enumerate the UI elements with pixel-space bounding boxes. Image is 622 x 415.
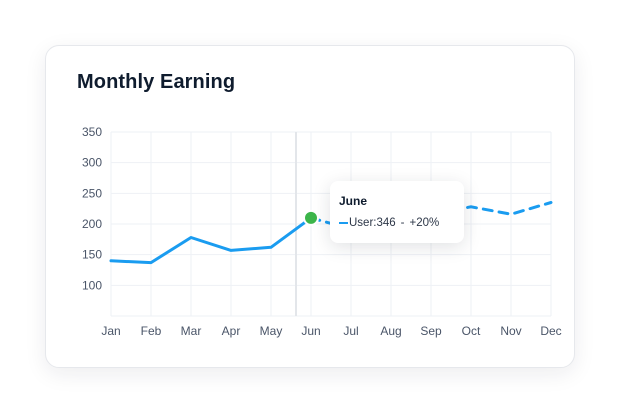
y-tick-label: 100 [82, 278, 102, 292]
x-tick-label: Dec [540, 324, 561, 338]
x-tick-label: Jan [101, 324, 120, 338]
tooltip-change: +20% [409, 217, 440, 229]
y-tick-label: 150 [82, 248, 102, 262]
line-chart: 100 150 200 250 300 350 Jan Feb Mar Apr May Jun Jul… [82, 125, 562, 338]
x-tick-label: Nov [500, 324, 521, 338]
y-tick-label: 300 [82, 156, 102, 170]
tooltip-row: User:346 - +20% [339, 217, 464, 229]
x-tick-label: Mar [181, 324, 202, 338]
tooltip-month: June [339, 194, 368, 208]
x-tick-label: May [260, 324, 283, 338]
series-line [109, 201, 553, 265]
series-line-solid [109, 216, 313, 265]
data-points [303, 209, 319, 226]
y-tick-label: 250 [82, 186, 102, 200]
chart-title: Monthly Earning [77, 71, 236, 93]
chart-card: Monthly Earning 100 150 200 250 300 350 Jan Fe… [45, 45, 575, 368]
highlight-point[interactable] [303, 209, 319, 226]
y-axis: 100 150 200 250 300 350 [82, 125, 102, 292]
y-tick-label: 200 [82, 217, 102, 231]
x-tick-label: Sep [420, 324, 442, 338]
tooltip-series-swatch [339, 222, 348, 224]
x-tick-label: Feb [141, 324, 162, 338]
x-tick-label: Jul [343, 324, 358, 338]
x-axis: Jan Feb Mar Apr May Jun Jul Aug Sep Oct Nov Dec [101, 324, 561, 338]
tooltip-separator: - [400, 217, 405, 229]
series-line-dashed [309, 201, 553, 231]
x-tick-label: Jun [301, 324, 320, 338]
y-tick-label: 350 [82, 125, 102, 139]
x-tick-label: Apr [222, 324, 241, 338]
tooltip: June User:346 - +20% [330, 181, 464, 243]
x-tick-label: Aug [380, 324, 401, 338]
tooltip-series-value: User:346 [349, 217, 396, 229]
x-tick-label: Oct [462, 324, 481, 338]
